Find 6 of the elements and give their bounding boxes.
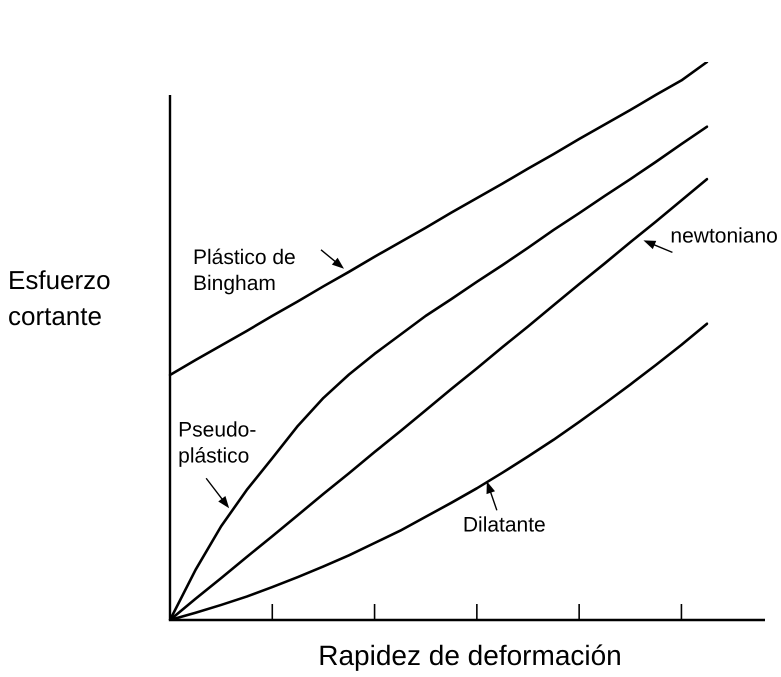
series-label: Dilatante <box>462 514 546 537</box>
y-axis-title: Esfuerzo cortante <box>8 264 112 333</box>
legend-label: newtoniano <box>670 224 778 248</box>
series-label: Plástico de Bingham <box>193 246 296 296</box>
series-label: Pseudo-plástico <box>178 418 256 468</box>
x-axis-title: Rapidez de deformación <box>317 640 623 672</box>
